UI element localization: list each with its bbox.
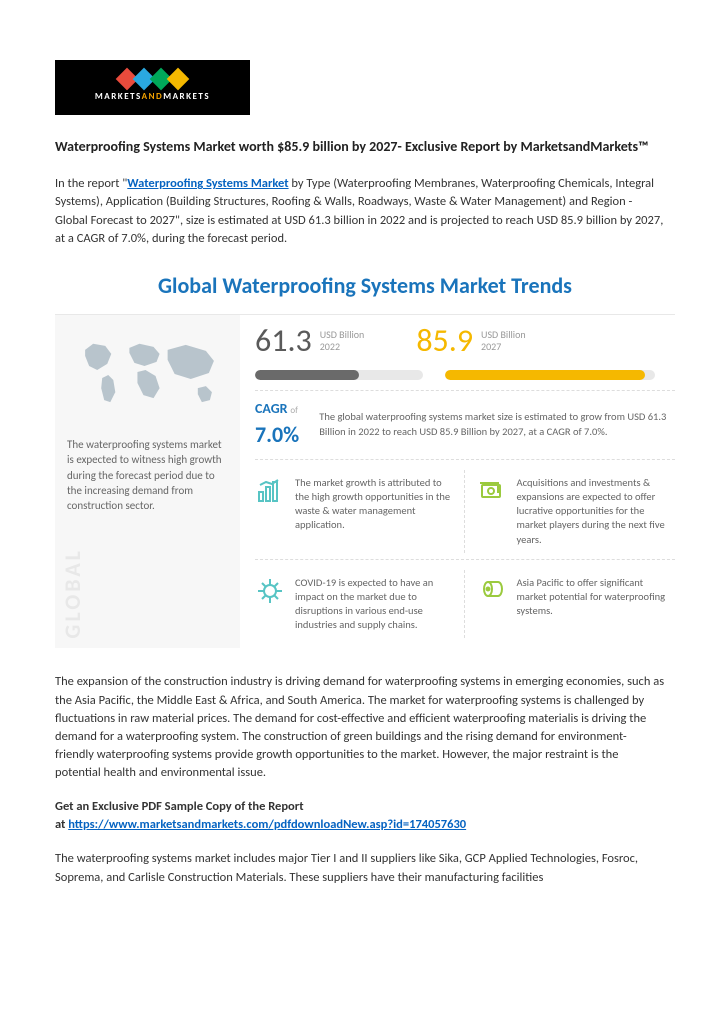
- pdf-sample-block: Get an Exclusive PDF Sample Copy of the …: [55, 798, 665, 834]
- metric-value: 85.9: [416, 325, 473, 357]
- cards-row-1: The market growth is attributed to the h…: [255, 460, 675, 553]
- virus-icon: [255, 576, 285, 606]
- card-text: Acquisitions and investments & expansion…: [517, 476, 676, 547]
- logo-word: MARKETS: [163, 91, 210, 102]
- body-paragraph: The expansion of the construction indust…: [55, 673, 665, 782]
- metric-2027: 85.9 USD Billion 2027: [416, 325, 525, 357]
- left-panel-text: The waterproofing systems market is expe…: [67, 437, 228, 514]
- logo-word: AND: [142, 91, 164, 102]
- infographic-right-panel: 61.3 USD Billion 2022 85.9 USD Billion 2…: [240, 315, 675, 649]
- info-card: COVID-19 is expected to have an impact o…: [255, 570, 465, 639]
- global-label: GLOBAL: [57, 548, 89, 639]
- body-paragraph: The waterproofing systems market include…: [55, 850, 665, 886]
- logo-word: MARKETS: [95, 91, 142, 102]
- text: In the report ": [55, 176, 127, 191]
- infographic-body: The waterproofing systems market is expe…: [55, 315, 675, 649]
- logo-diamonds: [119, 71, 186, 87]
- report-link[interactable]: Waterproofing Systems Market: [127, 176, 288, 191]
- intro-paragraph: In the report "Waterproofing Systems Mar…: [55, 175, 665, 248]
- money-icon: [477, 476, 507, 506]
- bar-fill: [255, 370, 359, 380]
- chart-icon: [255, 476, 285, 506]
- info-card: Asia Pacific to offer significant market…: [465, 570, 676, 639]
- world-map-icon: [67, 329, 228, 421]
- roll-icon: [477, 576, 507, 606]
- cagr-row: CAGR of 7.0% The global waterproofing sy…: [255, 390, 675, 460]
- bar-fill: [445, 370, 645, 380]
- text: 2022: [320, 340, 340, 353]
- infographic: Global Waterproofing Systems Market Tren…: [55, 264, 675, 649]
- card-text: Asia Pacific to offer significant market…: [517, 576, 676, 633]
- cagr-block: CAGR of 7.0%: [255, 399, 299, 451]
- card-text: COVID-19 is expected to have an impact o…: [295, 576, 454, 633]
- card-text: The market growth is attributed to the h…: [295, 476, 454, 547]
- logo-text: MARKETSANDMARKETS: [95, 90, 210, 103]
- cards-row-2: COVID-19 is expected to have an impact o…: [255, 559, 675, 639]
- metric-label: USD Billion 2027: [481, 325, 526, 353]
- cagr-value: 7.0%: [255, 421, 299, 448]
- pdf-label: Get an Exclusive PDF Sample Copy of the …: [55, 799, 304, 814]
- cagr-description: The global waterproofing systems market …: [319, 410, 675, 439]
- text: at: [55, 817, 68, 832]
- progress-bar-2027: [445, 370, 655, 380]
- text: 2027: [481, 340, 501, 353]
- cagr-label: CAGR: [255, 400, 288, 417]
- progress-bar-2022: [255, 370, 423, 380]
- info-card: Acquisitions and investments & expansion…: [465, 470, 676, 553]
- metric-label: USD Billion 2022: [320, 325, 365, 353]
- pdf-download-link[interactable]: https://www.marketsandmarkets.com/pdfdow…: [68, 817, 466, 832]
- diamond-icon: [167, 68, 190, 91]
- info-card: The market growth is attributed to the h…: [255, 470, 465, 553]
- brand-logo: MARKETSANDMARKETS: [55, 60, 250, 115]
- text: of: [290, 405, 298, 416]
- infographic-title: Global Waterproofing Systems Market Tren…: [55, 264, 675, 315]
- metric-value: 61.3: [255, 325, 312, 357]
- metrics-row: 61.3 USD Billion 2022 85.9 USD Billion 2…: [255, 325, 675, 365]
- bars-row: [255, 370, 675, 380]
- metric-2022: 61.3 USD Billion 2022: [255, 325, 364, 357]
- infographic-left-panel: The waterproofing systems market is expe…: [55, 315, 240, 649]
- page-title: Waterproofing Systems Market worth $85.9…: [55, 137, 665, 157]
